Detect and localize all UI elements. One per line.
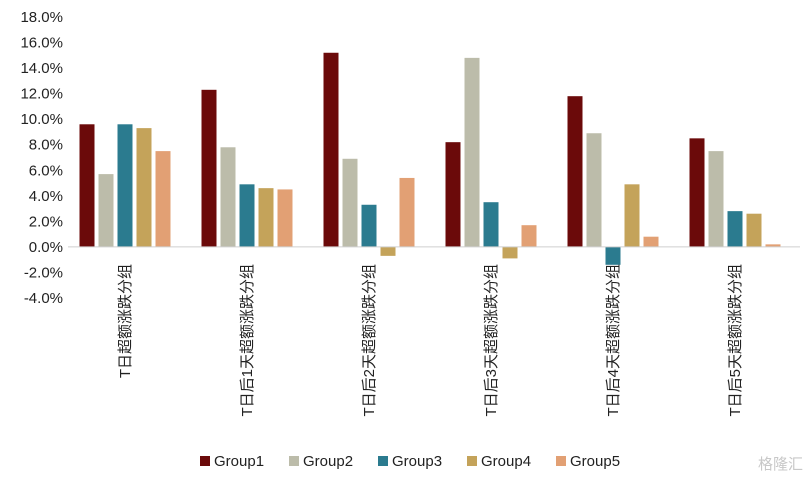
legend: Group1 Group2 Group3 Group4 Group5 bbox=[200, 453, 620, 470]
bar-group5-cat1 bbox=[155, 151, 171, 247]
watermark: 格隆汇 bbox=[757, 455, 803, 473]
bar-group4-cat5 bbox=[624, 184, 640, 247]
bar-group3-cat1 bbox=[117, 124, 133, 247]
category-label: T日超额涨跌分组 bbox=[117, 264, 134, 378]
bar-group5-cat2 bbox=[277, 189, 293, 247]
y-axis: 18.0% 16.0% 14.0% 12.0% 10.0% 8.0% 6.0% 4.0% 2.0… bbox=[20, 9, 63, 307]
legend-swatch bbox=[378, 456, 388, 466]
y-tick-label: 16.0% bbox=[20, 35, 63, 52]
bar-group5-cat3 bbox=[399, 177, 415, 247]
y-tick-label: 8.0% bbox=[29, 137, 63, 154]
y-tick-label: 2.0% bbox=[29, 213, 63, 230]
legend-label: Group1 bbox=[214, 453, 264, 470]
bar-group4-cat1 bbox=[136, 128, 152, 247]
y-tick-label: 0.0% bbox=[29, 239, 63, 256]
bar-group3-cat2 bbox=[239, 184, 255, 247]
bar-group3-cat3 bbox=[361, 204, 377, 247]
legend-label: Group2 bbox=[303, 453, 353, 470]
y-tick-label: -4.0% bbox=[24, 290, 63, 307]
y-tick-label: -2.0% bbox=[24, 264, 63, 281]
legend-swatch bbox=[556, 456, 566, 466]
y-tick-label: 18.0% bbox=[20, 9, 63, 26]
bar-group4-cat4 bbox=[502, 246, 518, 259]
bar-group2-cat2 bbox=[220, 147, 236, 247]
bar-group2-cat5 bbox=[586, 133, 602, 247]
legend-swatch bbox=[289, 456, 299, 466]
bar-group1-cat5 bbox=[567, 96, 583, 247]
bar-group4-cat3 bbox=[380, 246, 396, 256]
bar-group2-cat3 bbox=[342, 158, 358, 247]
bar-group4-cat2 bbox=[258, 188, 274, 247]
bar-group5-cat5 bbox=[643, 236, 659, 247]
legend-swatch bbox=[200, 456, 210, 466]
category-labels: T日超额涨跌分组 T日后1天超额涨跌分组 T日后2天超额涨跌分组 T日后3天超额涨跌分… bbox=[117, 264, 744, 417]
category-label: T日后1天超额涨跌分组 bbox=[239, 264, 256, 417]
bars bbox=[79, 52, 781, 265]
legend-label: Group4 bbox=[481, 453, 531, 470]
bar-group5-cat4 bbox=[521, 225, 537, 247]
bar-group5-cat6 bbox=[765, 244, 781, 247]
category-label: T日后2天超额涨跌分组 bbox=[361, 264, 378, 417]
bar-group3-cat4 bbox=[483, 202, 499, 247]
bar-group1-cat2 bbox=[201, 89, 217, 247]
bar-group1-cat6 bbox=[689, 138, 705, 247]
bar-group2-cat6 bbox=[708, 151, 724, 247]
category-label: T日后3天超额涨跌分组 bbox=[483, 264, 500, 417]
bar-group1-cat3 bbox=[323, 52, 339, 247]
y-tick-label: 10.0% bbox=[20, 111, 63, 128]
category-label: T日后4天超额涨跌分组 bbox=[605, 264, 622, 417]
y-tick-label: 12.0% bbox=[20, 86, 63, 103]
bar-group2-cat1 bbox=[98, 174, 114, 247]
bar-group1-cat1 bbox=[79, 124, 95, 247]
category-label: T日后5天超额涨跌分组 bbox=[727, 264, 744, 417]
bar-group3-cat6 bbox=[727, 211, 743, 247]
legend-swatch bbox=[467, 456, 477, 466]
y-tick-label: 4.0% bbox=[29, 188, 63, 205]
legend-label: Group5 bbox=[570, 453, 620, 470]
bar-group4-cat6 bbox=[746, 213, 762, 247]
y-tick-label: 6.0% bbox=[29, 162, 63, 179]
bar-group3-cat5 bbox=[605, 246, 621, 265]
bar-group1-cat4 bbox=[445, 142, 461, 247]
legend-label: Group3 bbox=[392, 453, 442, 470]
y-tick-label: 14.0% bbox=[20, 60, 63, 77]
bar-group2-cat4 bbox=[464, 57, 480, 247]
